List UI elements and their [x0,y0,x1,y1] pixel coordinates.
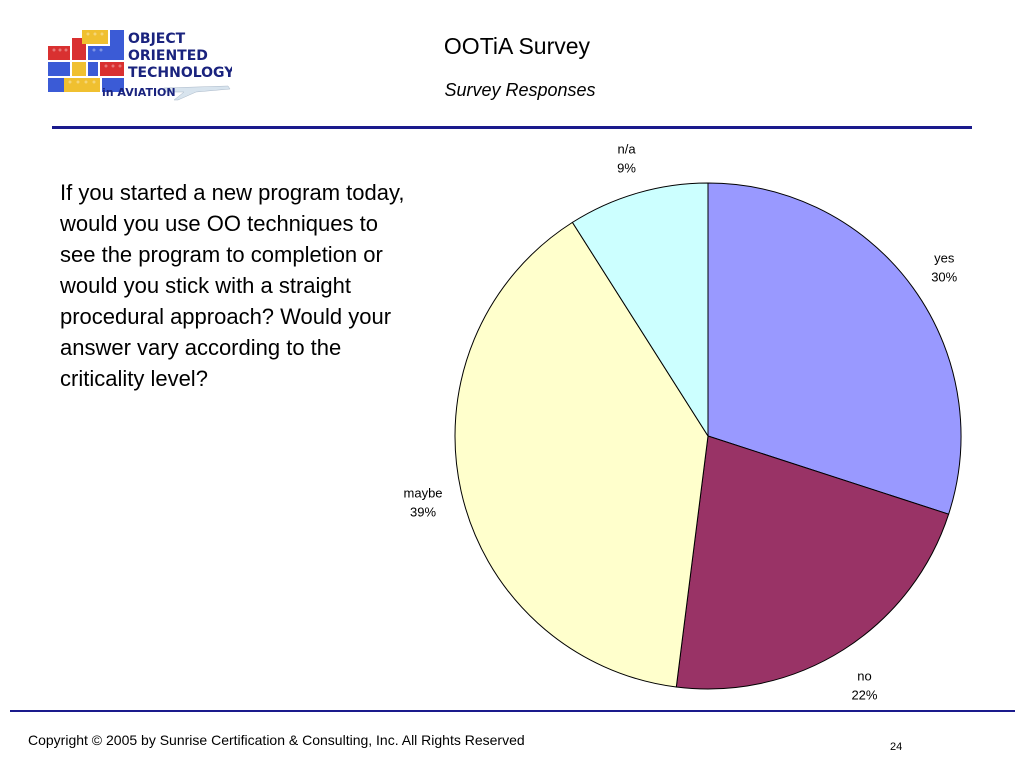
pie-slice-no [675,435,950,690]
logo-line-2: ORIENTED [128,48,208,64]
pie-label-maybe: maybe 39% [404,486,443,520]
pie-label-no: no 22% [851,669,877,703]
ootia-logo: OBJECT ORIENTED TECHNOLOGY in AVIATION [46,28,232,102]
footer-divider [10,710,1015,712]
slide-title: OOTiA Survey [443,33,591,59]
logo-line-3: TECHNOLOGY [128,65,232,81]
logo-line-4: in AVIATION [102,86,176,99]
pie-slice-na [571,182,709,438]
header-divider [52,126,972,129]
slide-subtitle: Survey Responses [444,80,596,100]
lego-bricks-graphic [48,30,124,92]
survey-question: If you started a new program today, woul… [60,180,405,391]
pie-label-na: n/a 9% [617,142,636,176]
pie-slice-maybe [454,221,709,688]
airplane-icon [163,85,231,101]
copyright-notice: Copyright © 2005 by Sunrise Certificatio… [28,732,525,748]
page-number: 24 [890,741,903,753]
survey-pie-chart: yes 30% no 22% maybe 39% n/a 9% [404,142,962,703]
pie-slice-yes [707,182,962,515]
pie-label-yes: yes 30% [931,250,957,284]
logo-line-1: OBJECT [128,31,186,47]
